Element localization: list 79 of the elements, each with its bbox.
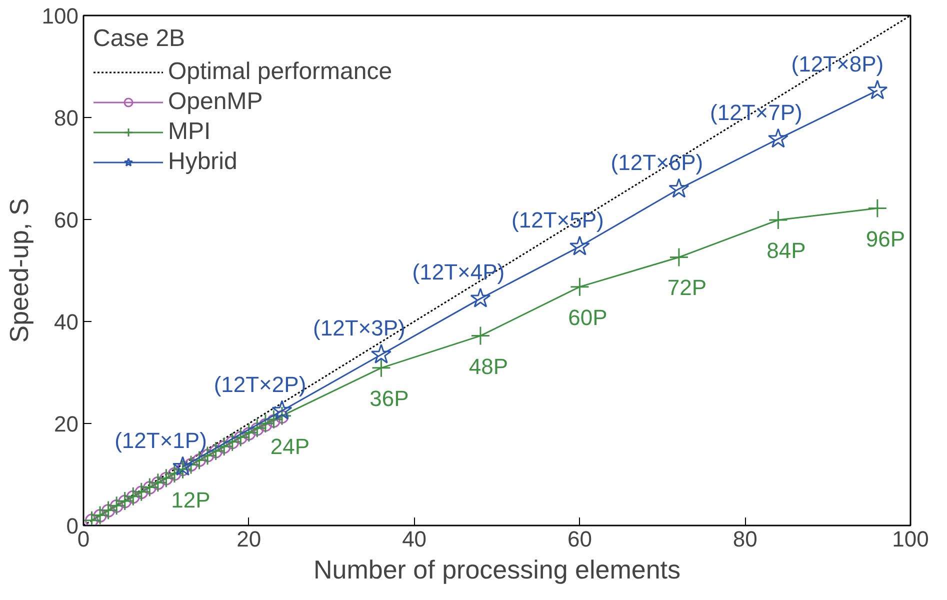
point (93, 509, 107, 523)
annotation: (12T×3P) (313, 316, 406, 341)
legend-label: MPI (168, 118, 211, 146)
point (768, 128, 788, 148)
y-tick-label: 100 (42, 4, 79, 28)
annotation: (12T×1P) (114, 428, 207, 453)
point (868, 198, 888, 218)
point (102, 504, 116, 518)
point (148, 472, 168, 492)
legend-label: Hybrid (168, 148, 238, 176)
annotation: 48P (468, 354, 508, 379)
point (90, 506, 110, 526)
legend-label: OpenMP (168, 88, 263, 116)
annotation: 24P (270, 434, 310, 459)
point (266, 414, 280, 428)
point (230, 428, 250, 448)
y-tick-label: 80 (54, 106, 79, 130)
annotation: 72P (667, 275, 707, 300)
point (115, 491, 135, 511)
point (214, 436, 234, 456)
point (132, 482, 152, 502)
x-axis-title: Number of processing elements (313, 554, 681, 584)
point (234, 431, 248, 445)
point (258, 418, 272, 432)
point (272, 406, 292, 426)
point (118, 494, 132, 508)
point (470, 288, 491, 308)
point (98, 500, 118, 520)
x-tick-label: 20 (236, 526, 262, 552)
annotation: 36P (370, 386, 409, 411)
point (247, 418, 267, 438)
point (156, 468, 176, 488)
y-axis-title: Speed-up, S (4, 198, 34, 343)
y-tick-label: 40 (54, 310, 79, 334)
point (669, 247, 689, 267)
point (242, 426, 256, 440)
point (106, 496, 126, 516)
point (110, 499, 124, 513)
point (371, 358, 391, 378)
point (226, 436, 240, 450)
annotation: 84P (766, 238, 806, 264)
point (159, 472, 173, 486)
point (256, 414, 276, 434)
point (151, 476, 165, 490)
point (768, 210, 788, 230)
point (867, 80, 888, 100)
point (172, 456, 193, 476)
point (250, 422, 264, 436)
x-tick-label: 100 (892, 526, 929, 552)
point (126, 490, 140, 504)
annotation: 60P (568, 304, 608, 330)
legend-label: Optimal performance (168, 58, 392, 86)
point (217, 440, 231, 454)
x-tick-label: 40 (402, 526, 427, 552)
annotation: 12P (171, 487, 210, 512)
point (142, 481, 156, 494)
point (570, 277, 590, 297)
y-tick-label: 20 (54, 412, 79, 436)
point (209, 444, 223, 458)
point (123, 486, 143, 506)
x-tick-label: 60 (567, 526, 592, 552)
annotation: (12T×2P) (214, 372, 306, 397)
point (370, 344, 392, 364)
point (85, 514, 99, 526)
y-tick-label: 60 (54, 208, 79, 232)
point (272, 400, 292, 420)
point (668, 178, 690, 198)
point (134, 486, 148, 500)
annotation: 96P (866, 226, 906, 252)
point (470, 326, 490, 346)
point (168, 467, 182, 481)
point (569, 236, 590, 256)
point (140, 478, 160, 497)
point (206, 441, 226, 461)
point (264, 410, 284, 430)
x-tick-label: 80 (732, 526, 758, 552)
legend-title: Case 2B (93, 25, 186, 53)
point (239, 422, 259, 442)
point (222, 432, 242, 452)
